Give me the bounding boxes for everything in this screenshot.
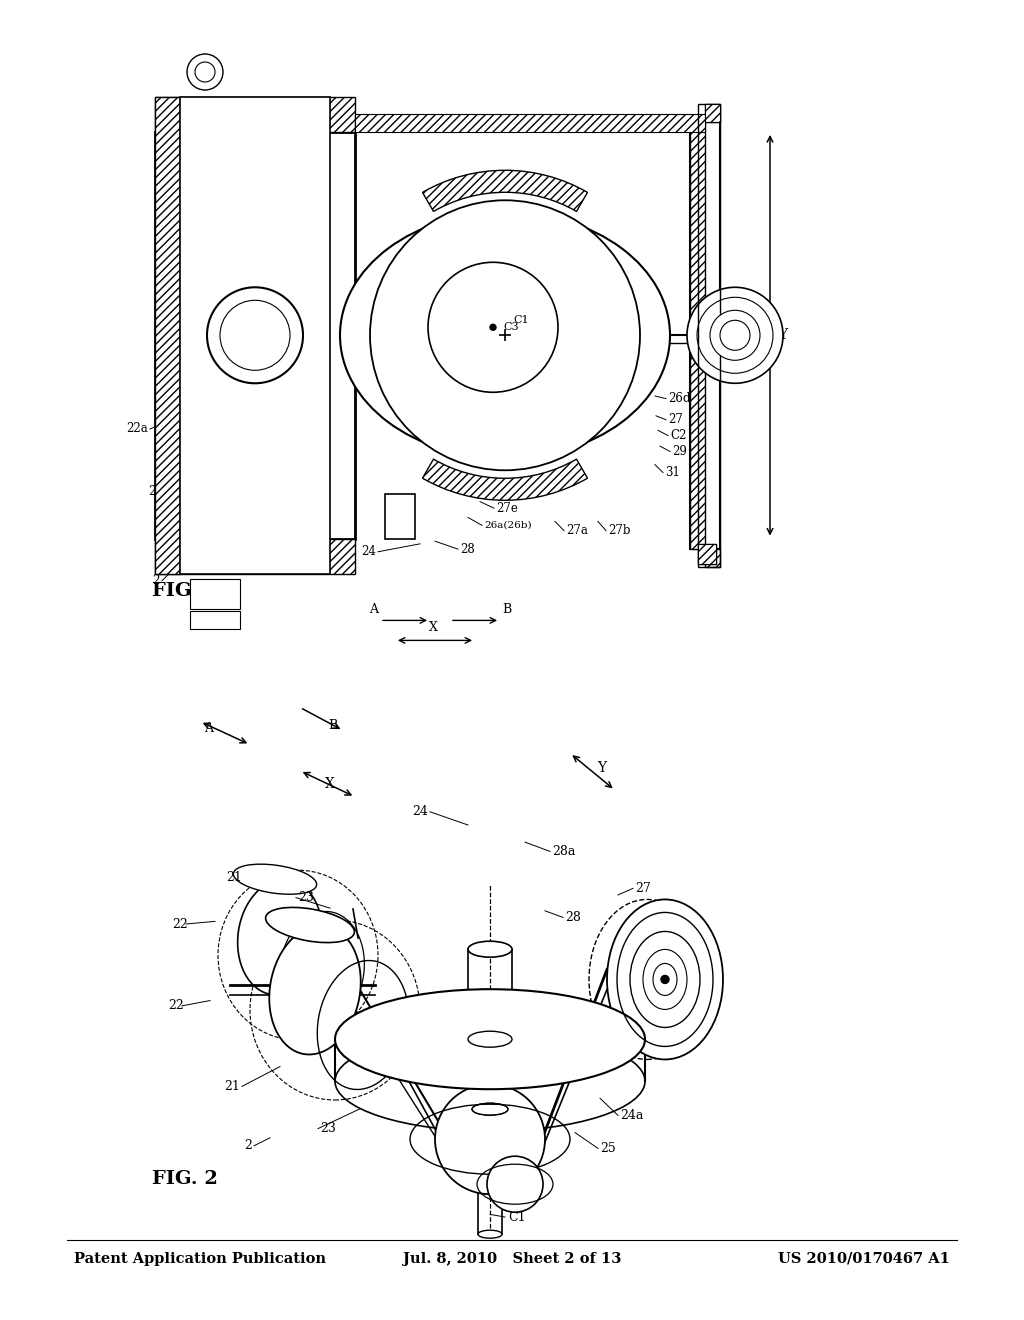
Text: US 2010/0170467 A1: US 2010/0170467 A1 [778, 1251, 950, 1266]
Circle shape [370, 201, 640, 470]
Text: D1: D1 [630, 346, 646, 359]
Ellipse shape [468, 1031, 512, 1047]
Wedge shape [423, 170, 588, 211]
Text: A: A [204, 722, 213, 735]
Text: Y: Y [778, 329, 787, 342]
Text: Y: Y [597, 762, 606, 775]
Text: 27a: 27a [532, 338, 554, 351]
Text: 27b: 27b [608, 524, 631, 537]
Bar [180, 96, 330, 574]
Text: 28a: 28a [552, 845, 575, 858]
Text: 26d: 26d [668, 392, 690, 405]
Text: 21: 21 [193, 372, 208, 385]
Text: 2: 2 [244, 1139, 252, 1152]
Text: Patent Application Publication: Patent Application Publication [74, 1251, 326, 1266]
Text: 27a: 27a [566, 524, 588, 537]
Bar [155, 539, 355, 574]
Text: C2: C2 [670, 429, 686, 442]
Circle shape [662, 975, 669, 983]
Circle shape [187, 54, 223, 90]
Text: Jul. 8, 2010   Sheet 2 of 13: Jul. 8, 2010 Sheet 2 of 13 [402, 1251, 622, 1266]
Text: 22: 22 [168, 999, 183, 1012]
Text: B: B [328, 719, 337, 731]
Bar [355, 114, 705, 132]
Text: C3: C3 [503, 322, 518, 333]
Bar [698, 544, 716, 564]
Bar [155, 132, 355, 539]
Text: 22a: 22a [126, 422, 148, 436]
Text: 27: 27 [668, 413, 683, 426]
Text: 21: 21 [224, 1080, 240, 1093]
Text: 26: 26 [617, 1040, 633, 1053]
Circle shape [687, 288, 783, 383]
Text: FIG. 3: FIG. 3 [152, 582, 217, 601]
Text: X: X [325, 776, 335, 791]
Circle shape [710, 310, 760, 360]
Text: 24a: 24a [620, 1109, 643, 1122]
Text: C2: C2 [672, 957, 689, 970]
Circle shape [490, 325, 496, 330]
Ellipse shape [269, 925, 360, 1055]
Text: 24a: 24a [297, 338, 318, 351]
Text: B: B [502, 603, 511, 616]
Wedge shape [423, 459, 588, 500]
Text: 24: 24 [361, 545, 376, 558]
Bar [698, 544, 716, 564]
Bar [705, 104, 720, 121]
Bar [698, 104, 720, 566]
Ellipse shape [478, 1230, 502, 1238]
Text: 21: 21 [226, 871, 242, 884]
Ellipse shape [435, 1084, 545, 1195]
Text: X: X [429, 622, 437, 635]
Bar [690, 121, 720, 549]
Text: 29: 29 [672, 445, 687, 458]
Text: 29: 29 [660, 931, 676, 944]
Text: 23: 23 [298, 891, 314, 904]
Text: 22: 22 [172, 917, 187, 931]
Ellipse shape [468, 941, 512, 957]
Ellipse shape [233, 865, 316, 894]
Ellipse shape [487, 1156, 543, 1212]
Text: 2: 2 [153, 574, 160, 587]
Circle shape [207, 288, 303, 383]
Ellipse shape [340, 213, 670, 458]
Text: 23: 23 [319, 1122, 336, 1135]
Text: 22: 22 [148, 484, 163, 498]
Text: FIG. 2: FIG. 2 [152, 1170, 217, 1188]
Text: 27: 27 [635, 882, 650, 895]
Text: 31: 31 [665, 466, 680, 479]
Bar [155, 96, 355, 132]
Circle shape [428, 263, 558, 392]
Bar [690, 121, 705, 549]
Text: 23: 23 [234, 367, 250, 380]
Text: 26: 26 [383, 338, 397, 351]
Bar [155, 96, 180, 574]
Text: D2: D2 [342, 338, 358, 351]
Bar [705, 549, 720, 566]
Text: 28: 28 [565, 911, 581, 924]
Bar [190, 611, 240, 628]
Text: 28a: 28a [261, 338, 283, 351]
Text: 25: 25 [600, 1142, 615, 1155]
Text: 26a(26c): 26a(26c) [436, 335, 483, 345]
Ellipse shape [265, 907, 354, 942]
Text: C1: C1 [513, 315, 528, 325]
Bar [190, 578, 240, 609]
Bar [705, 104, 720, 121]
Ellipse shape [472, 1104, 508, 1115]
Ellipse shape [335, 989, 645, 1089]
Ellipse shape [607, 899, 723, 1060]
Text: 27e: 27e [496, 502, 518, 515]
Bar [385, 494, 415, 539]
Text: A: A [369, 603, 378, 616]
Text: C1: C1 [508, 1210, 525, 1224]
Ellipse shape [238, 879, 323, 995]
Text: 28: 28 [460, 543, 475, 556]
Text: 24: 24 [412, 805, 428, 818]
Text: 26a(26b): 26a(26b) [484, 521, 531, 529]
Text: 27c: 27c [580, 338, 601, 351]
Ellipse shape [630, 932, 700, 1027]
